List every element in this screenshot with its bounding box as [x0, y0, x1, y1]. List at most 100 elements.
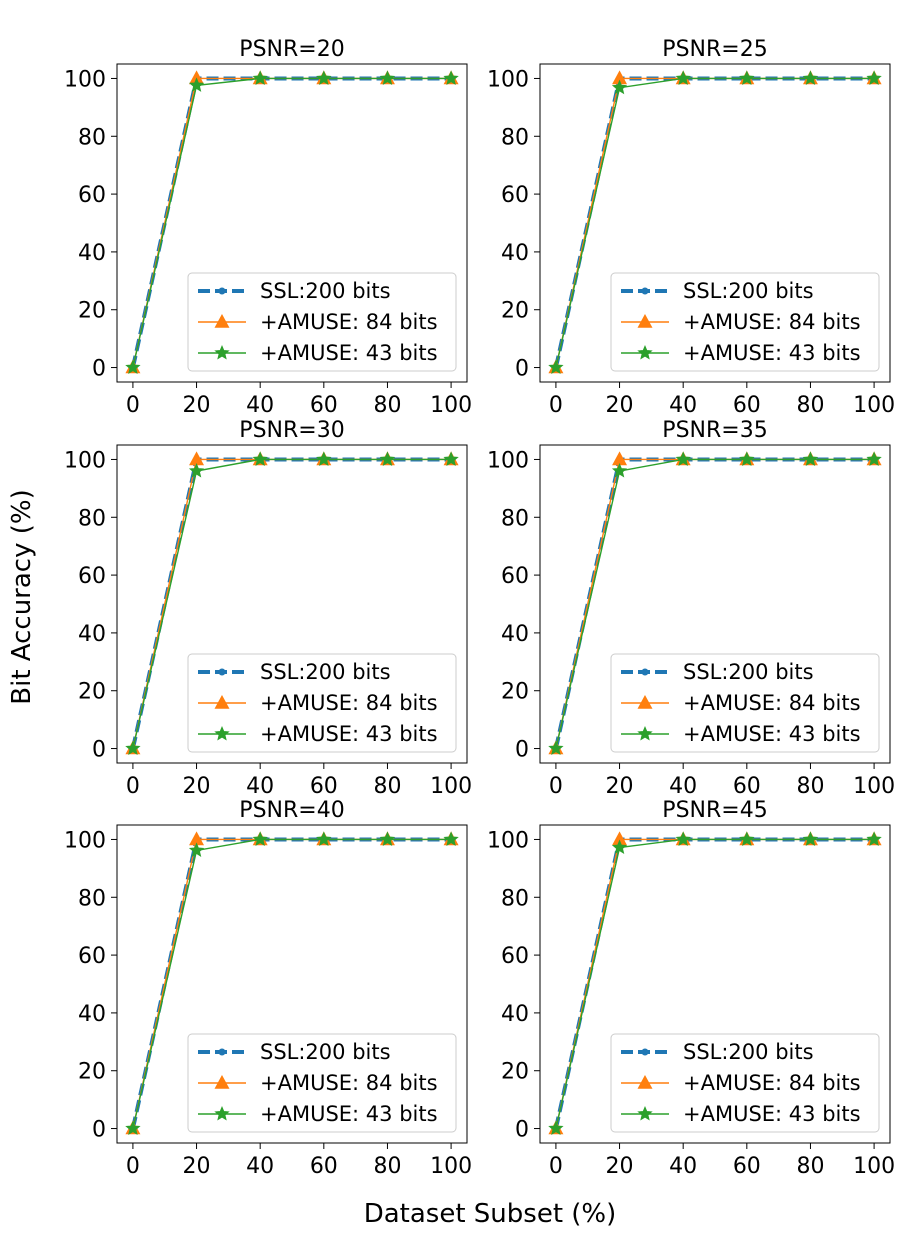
data-point-amuse43 — [675, 70, 691, 85]
legend-label-amuse43: +AMUSE: 43 bits — [260, 1102, 438, 1126]
legend-label-amuse84: +AMUSE: 84 bits — [260, 1071, 438, 1095]
y-tick-label: 80 — [78, 886, 106, 911]
y-tick-label: 20 — [501, 1060, 529, 1085]
y-tick-label: 100 — [487, 67, 529, 92]
legend-marker-amuse84 — [214, 313, 230, 328]
data-point-amuse43 — [802, 451, 819, 466]
data-point-amuse43 — [866, 831, 882, 846]
axes-frame — [539, 444, 891, 764]
series-line-amuse43 — [132, 838, 452, 1129]
y-tick-label: 40 — [501, 1002, 529, 1027]
subplot-6: PSNR=45 0 20 40 60 80 100 0 20 40 60 80 100 SSL:200 b… — [487, 798, 895, 1179]
legend-label-ssl: SSL:200 bits — [683, 1040, 814, 1064]
legend-label-amuse84: +AMUSE: 84 bits — [683, 1071, 861, 1095]
series-line-amuse43 — [132, 77, 452, 368]
axes-frame — [116, 824, 468, 1144]
x-tick-label: 80 — [373, 1154, 401, 1179]
x-tick-label: 40 — [669, 1154, 697, 1179]
legend-label-ssl: SSL:200 bits — [683, 660, 814, 684]
data-point-amuse43 — [866, 70, 882, 85]
legend: SSL:200 bits +AMUSE: 84 bits +AMUSE: 43 bi… — [187, 1033, 457, 1133]
legend-label-ssl: SSL:200 bits — [260, 660, 391, 684]
data-point-amuse43 — [548, 740, 564, 756]
series-line-amuse43 — [132, 458, 452, 749]
x-tick-label: 20 — [183, 1154, 211, 1179]
y-tick-label: 100 — [64, 828, 106, 853]
legend-frame — [187, 653, 457, 753]
y-tick-label: 80 — [501, 886, 529, 911]
legend-marker-ssl — [641, 668, 649, 676]
legend-label-ssl: SSL:200 bits — [260, 279, 391, 303]
data-point-amuse43 — [188, 77, 205, 92]
x-tick-label: 0 — [549, 1154, 563, 1179]
legend-frame — [610, 653, 880, 753]
y-tick-label: 40 — [78, 622, 106, 647]
x-tick-label: 0 — [549, 393, 563, 418]
data-point-amuse43 — [316, 70, 332, 85]
legend-frame — [187, 1033, 457, 1133]
subplot-title: PSNR=45 — [662, 798, 767, 823]
legend-marker-amuse84 — [637, 313, 653, 328]
legend-marker-amuse84 — [637, 694, 653, 709]
data-point-amuse43 — [379, 831, 396, 846]
y-tick-label: 40 — [78, 241, 106, 266]
x-tick-label: 100 — [853, 774, 895, 799]
subplot-title: PSNR=35 — [662, 418, 767, 443]
x-tick-label: 100 — [430, 774, 472, 799]
x-tick-label: 40 — [246, 393, 274, 418]
legend-marker-amuse84 — [637, 1074, 653, 1089]
legend-marker-amuse43 — [637, 725, 653, 741]
legend-marker-amuse43 — [637, 1105, 653, 1121]
subplot-title: PSNR=40 — [239, 798, 344, 823]
y-tick-label: 40 — [501, 241, 529, 266]
y-tick-label: 20 — [78, 299, 106, 324]
legend-label-ssl: SSL:200 bits — [683, 279, 814, 303]
data-point-amuse43 — [316, 831, 332, 846]
y-tick-label: 60 — [501, 564, 529, 589]
data-point-amuse43 — [739, 70, 755, 85]
data-point-amuse43 — [739, 831, 755, 846]
data-point-amuse43 — [125, 359, 141, 375]
legend: SSL:200 bits +AMUSE: 84 bits +AMUSE: 43 bi… — [187, 272, 457, 372]
y-tick-label: 0 — [92, 357, 106, 382]
legend-marker-amuse43 — [637, 344, 653, 360]
legend-label-amuse43: +AMUSE: 43 bits — [683, 341, 861, 365]
x-tick-label: 20 — [606, 774, 634, 799]
axes-frame — [116, 63, 468, 383]
x-tick-label: 20 — [183, 393, 211, 418]
legend-marker-ssl — [218, 668, 226, 676]
y-axis-label: Bit Accuracy (%) — [7, 489, 37, 704]
subplot-1: PSNR=20 0 20 40 60 80 100 0 20 40 60 80 100 SSL:200 b… — [64, 37, 472, 418]
y-tick-label: 0 — [92, 1118, 106, 1143]
legend-marker-amuse84 — [214, 694, 230, 709]
data-point-amuse43 — [316, 451, 332, 466]
legend-marker-amuse43 — [214, 344, 230, 360]
x-axis-label: Dataset Subset (%) — [364, 1199, 617, 1229]
subplot-4: PSNR=35 0 20 40 60 80 100 0 20 40 60 80 100 SSL:200 b… — [487, 418, 895, 799]
x-tick-label: 60 — [733, 1154, 761, 1179]
data-point-amuse43 — [548, 359, 564, 375]
data-point-amuse43 — [379, 70, 396, 85]
x-tick-label: 0 — [549, 774, 563, 799]
x-tick-label: 60 — [310, 774, 338, 799]
x-tick-label: 0 — [126, 774, 140, 799]
x-tick-label: 40 — [246, 774, 274, 799]
y-tick-label: 20 — [501, 299, 529, 324]
y-tick-label: 0 — [515, 357, 529, 382]
data-point-amuse43 — [866, 451, 882, 466]
legend-label-amuse43: +AMUSE: 43 bits — [683, 1102, 861, 1126]
y-tick-label: 60 — [501, 944, 529, 969]
x-tick-label: 100 — [853, 393, 895, 418]
legend: SSL:200 bits +AMUSE: 84 bits +AMUSE: 43 bi… — [610, 1033, 880, 1133]
series-line-amuse43 — [555, 458, 875, 749]
x-tick-label: 100 — [430, 393, 472, 418]
data-point-amuse43 — [188, 842, 205, 857]
y-tick-label: 60 — [78, 183, 106, 208]
data-point-amuse43 — [252, 70, 268, 85]
y-tick-label: 0 — [515, 738, 529, 763]
y-tick-label: 80 — [78, 125, 106, 150]
y-tick-label: 100 — [487, 448, 529, 473]
legend-frame — [187, 272, 457, 372]
x-tick-label: 100 — [853, 1154, 895, 1179]
data-point-amuse43 — [443, 831, 459, 846]
